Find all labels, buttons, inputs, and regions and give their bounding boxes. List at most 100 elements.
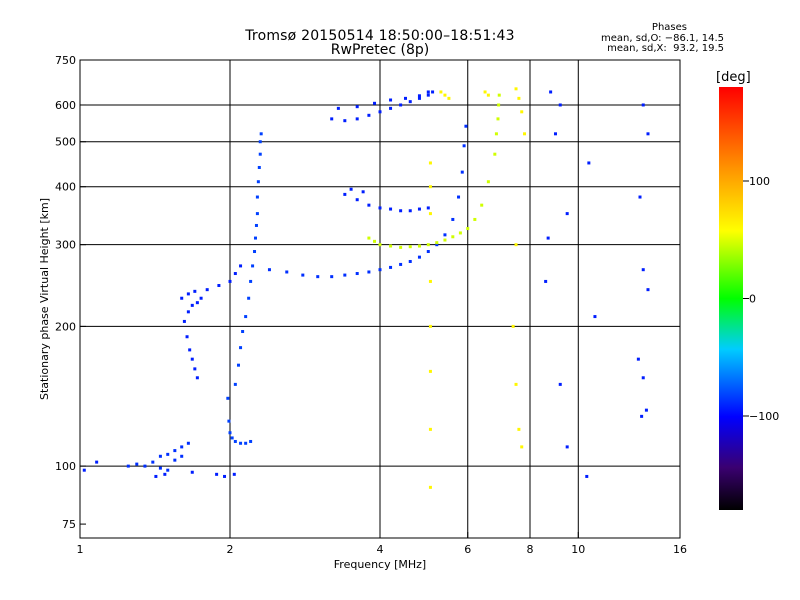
data-point [180,296,184,300]
data-point [82,468,86,472]
stats-o-mode: mean, sd,O: −86.1, 14.5 [601,33,724,44]
data-point [417,207,421,211]
data-point [496,117,500,121]
data-point [514,382,518,386]
page-subtitle: RwPretec (8p) [330,42,430,58]
data-point [514,87,518,91]
data-point [182,319,186,323]
data-point [417,244,421,248]
data-point [343,273,347,277]
y-tick-label: 300 [55,239,76,252]
data-point [249,439,253,443]
data-point [355,117,359,121]
data-point [236,363,240,367]
data-point [215,472,219,476]
data-point [646,132,650,136]
data-point [451,217,455,221]
data-point [378,243,382,247]
data-points [82,87,650,489]
x-tick-label: 8 [527,543,534,556]
data-point [443,93,447,97]
data-point [497,103,501,107]
data-point [641,103,645,107]
colorbar-tick-label: −100 [749,410,779,423]
data-point [267,268,271,272]
data-point [523,132,527,136]
data-point [426,243,430,247]
data-point [641,268,645,272]
data-point [355,105,359,109]
data-point [640,414,644,418]
data-point [428,485,432,489]
data-point [316,275,320,279]
data-point [158,454,162,458]
y-tick-label: 750 [55,54,76,67]
data-point [378,206,382,210]
data-point [493,152,497,156]
data-point [373,101,377,105]
y-axis-label: Stationary phase Virtual Height [km] [38,198,51,400]
data-point [443,233,447,237]
data-point [428,161,432,165]
colorbar-unit: [deg] [716,70,751,85]
data-point [520,445,524,449]
data-point [435,241,439,245]
data-point [228,279,232,283]
data-point [517,427,521,431]
data-point [253,250,257,254]
data-point [553,132,557,136]
data-point [135,462,139,466]
data-point [180,445,184,449]
data-point [173,449,177,453]
data-point [154,474,158,478]
data-point [585,474,589,478]
data-point [193,367,197,371]
data-point [389,244,393,248]
data-point [494,132,498,136]
data-point [223,474,227,478]
data-point [226,396,230,400]
data-point [249,279,253,283]
data-point [185,335,189,339]
data-point [389,207,393,211]
data-point [389,106,393,110]
colorbar-tick-label: 100 [749,175,770,188]
data-point [426,250,430,254]
data-point [417,255,421,259]
colorbar [719,87,743,510]
data-point [143,464,147,468]
y-tick-label: 500 [55,136,76,149]
data-point [217,284,221,288]
data-point [435,243,439,247]
data-point [233,382,237,386]
data-point [173,458,177,462]
data-point [239,441,243,445]
data-point [244,441,248,445]
data-point [241,330,245,334]
data-point [285,270,289,274]
y-tick-label: 600 [55,99,76,112]
data-point [188,348,192,352]
data-point [389,98,393,102]
data-point [367,203,371,207]
data-point [367,236,371,240]
data-point [254,223,258,227]
x-tick-label: 2 [227,543,234,556]
colorbar-ticks: 100 0 −100 [743,175,779,423]
data-point [399,103,403,107]
data-point [367,270,371,274]
data-point [483,90,487,94]
y-tick-label: 100 [55,460,76,473]
data-point [417,96,421,100]
x-tick-label: 1 [77,543,84,556]
data-point [644,408,648,412]
data-point [511,324,515,328]
data-point [195,301,199,305]
data-point [258,140,262,144]
y-tick-label: 75 [62,518,76,531]
data-point [458,231,462,235]
data-point [166,452,170,456]
data-point [259,132,263,136]
y-tick-label: 400 [55,181,76,194]
y-axis-ticks: 75 100 200 300 400 500 600 750 [55,54,86,531]
